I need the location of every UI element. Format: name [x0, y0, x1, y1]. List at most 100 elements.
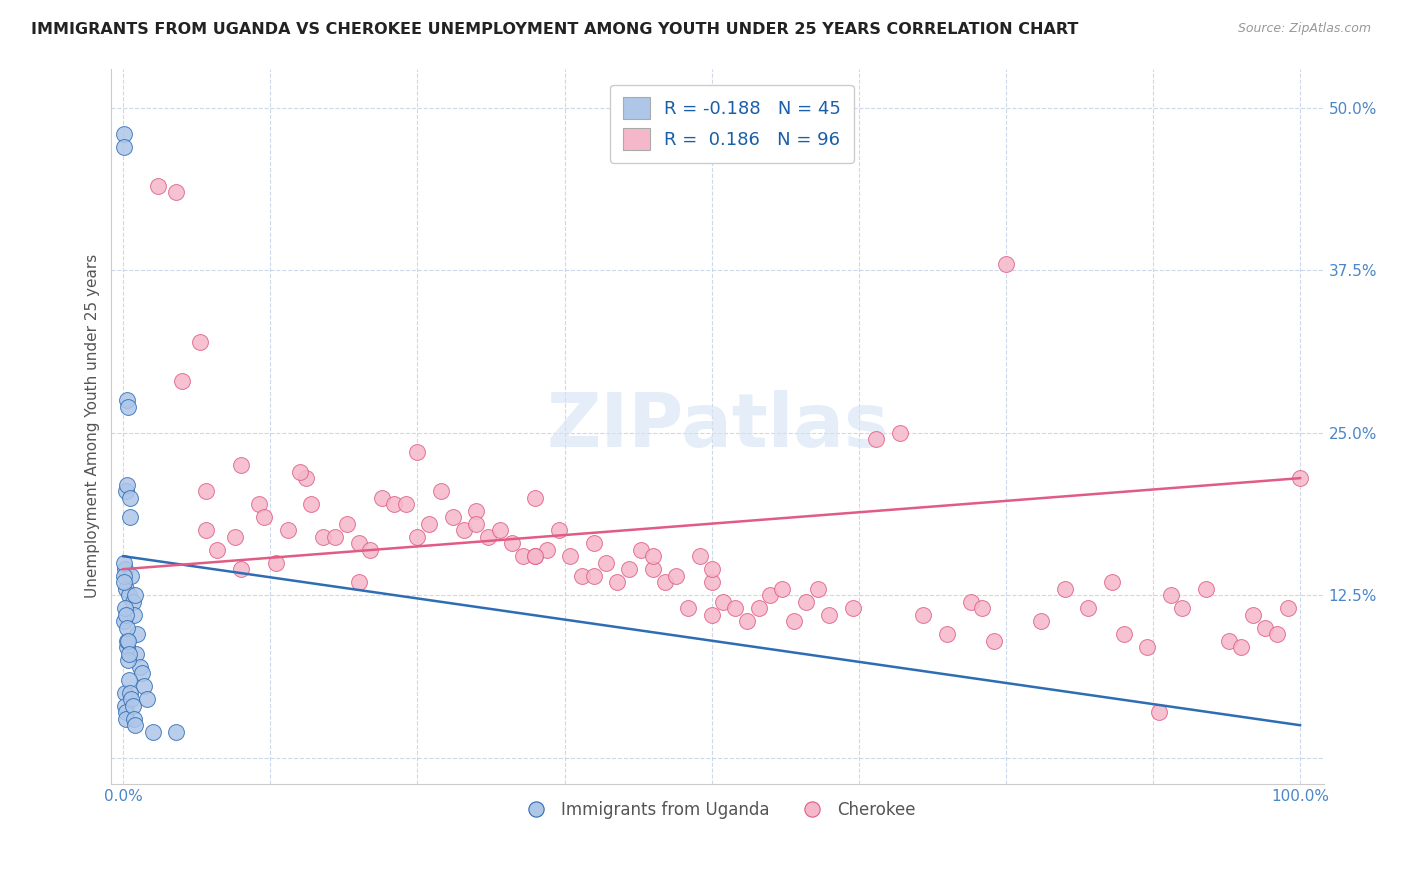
Point [264, 556, 287, 570]
Point [127, 627, 149, 641]
Point [818, 607, 841, 622]
Point [595, 556, 617, 570]
Point [865, 432, 887, 446]
Point [806, 582, 828, 596]
Point [170, 374, 193, 388]
Point [114, 607, 136, 622]
Point [312, 530, 335, 544]
Point [207, 542, 229, 557]
Point [477, 530, 499, 544]
Point [724, 601, 747, 615]
Point [465, 516, 488, 531]
Legend: Immigrants from Uganda, Cherokee: Immigrants from Uganda, Cherokee [513, 794, 922, 825]
Point [224, 530, 246, 544]
Point [347, 536, 370, 550]
Point [125, 647, 148, 661]
Point [524, 491, 547, 505]
Point [418, 516, 440, 531]
Point [120, 510, 142, 524]
Point [759, 588, 782, 602]
Point [112, 614, 135, 628]
Point [112, 575, 135, 590]
Point [117, 633, 139, 648]
Point [359, 542, 381, 557]
Point [524, 549, 547, 564]
Point [501, 536, 523, 550]
Point [665, 568, 688, 582]
Point [115, 640, 138, 655]
Point [148, 178, 170, 193]
Point [124, 588, 146, 602]
Point [112, 127, 135, 141]
Point [972, 601, 994, 615]
Point [336, 516, 359, 531]
Point [120, 491, 142, 505]
Point [114, 562, 136, 576]
Point [1254, 621, 1277, 635]
Point [676, 601, 699, 615]
Point [711, 595, 734, 609]
Point [748, 601, 770, 615]
Point [619, 562, 641, 576]
Point [441, 510, 464, 524]
Text: Source: ZipAtlas.com: Source: ZipAtlas.com [1237, 22, 1371, 36]
Y-axis label: Unemployment Among Youth under 25 years: Unemployment Among Youth under 25 years [86, 254, 100, 599]
Point [288, 465, 311, 479]
Point [689, 549, 711, 564]
Point [794, 595, 817, 609]
Point [406, 530, 429, 544]
Point [912, 607, 935, 622]
Point [117, 400, 139, 414]
Point [294, 471, 316, 485]
Point [301, 497, 323, 511]
Point [654, 575, 676, 590]
Point [889, 425, 911, 440]
Point [118, 647, 141, 661]
Point [128, 659, 150, 673]
Point [117, 633, 139, 648]
Point [120, 692, 142, 706]
Text: ZIPatlas: ZIPatlas [546, 390, 889, 463]
Point [188, 334, 211, 349]
Point [700, 562, 723, 576]
Point [117, 653, 139, 667]
Point [735, 614, 758, 628]
Point [936, 627, 959, 641]
Point [524, 549, 547, 564]
Point [983, 633, 1005, 648]
Point [512, 549, 534, 564]
Point [114, 582, 136, 596]
Point [277, 523, 299, 537]
Point [994, 256, 1017, 270]
Point [959, 595, 981, 609]
Point [430, 484, 453, 499]
Point [770, 582, 793, 596]
Point [229, 562, 252, 576]
Point [115, 712, 138, 726]
Point [700, 607, 723, 622]
Point [114, 705, 136, 719]
Point [121, 698, 143, 713]
Point [194, 523, 217, 537]
Point [842, 601, 865, 615]
Point [165, 724, 187, 739]
Point [124, 718, 146, 732]
Point [165, 185, 187, 199]
Point [783, 614, 806, 628]
Point [606, 575, 628, 590]
Point [253, 510, 276, 524]
Point [1147, 705, 1170, 719]
Point [118, 588, 141, 602]
Point [120, 686, 142, 700]
Point [131, 666, 153, 681]
Point [347, 575, 370, 590]
Point [323, 530, 346, 544]
Point [115, 621, 138, 635]
Text: IMMIGRANTS FROM UGANDA VS CHEROKEE UNEMPLOYMENT AMONG YOUTH UNDER 25 YEARS CORRE: IMMIGRANTS FROM UGANDA VS CHEROKEE UNEMP… [31, 22, 1078, 37]
Point [114, 686, 136, 700]
Point [112, 568, 135, 582]
Point [394, 497, 416, 511]
Point [1160, 588, 1182, 602]
Point [571, 568, 593, 582]
Point [630, 542, 652, 557]
